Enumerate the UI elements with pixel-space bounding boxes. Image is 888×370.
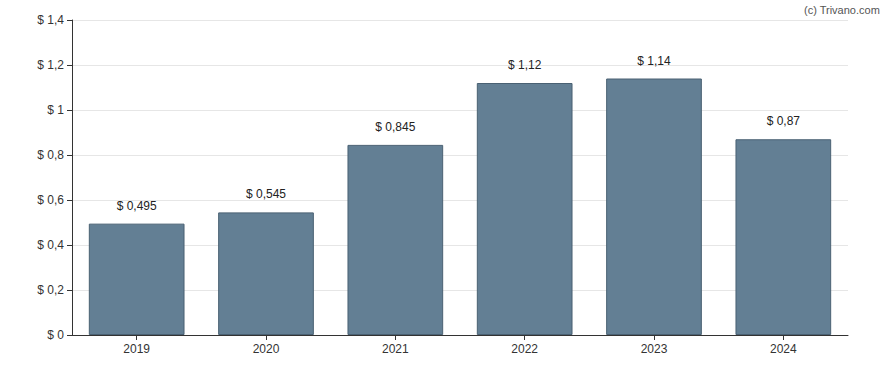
- svg-text:2020: 2020: [253, 342, 280, 356]
- svg-text:2019: 2019: [123, 342, 150, 356]
- svg-text:$ 0,845: $ 0,845: [375, 120, 415, 134]
- svg-text:2023: 2023: [641, 342, 668, 356]
- svg-text:$ 0,6: $ 0,6: [37, 193, 64, 207]
- svg-text:$ 0: $ 0: [47, 328, 64, 342]
- svg-text:$ 0,87: $ 0,87: [767, 114, 801, 128]
- svg-text:(c) Trivano.com: (c) Trivano.com: [804, 4, 880, 16]
- svg-text:$ 0,545: $ 0,545: [246, 187, 286, 201]
- svg-text:$ 1,12: $ 1,12: [508, 58, 542, 72]
- svg-text:$ 1,14: $ 1,14: [637, 54, 671, 68]
- svg-text:2024: 2024: [770, 342, 797, 356]
- svg-text:2022: 2022: [511, 342, 538, 356]
- svg-text:$ 0,495: $ 0,495: [117, 199, 157, 213]
- svg-text:$ 1,4: $ 1,4: [37, 13, 64, 27]
- svg-text:$ 0,8: $ 0,8: [37, 148, 64, 162]
- svg-text:$ 0,2: $ 0,2: [37, 283, 64, 297]
- svg-text:2021: 2021: [382, 342, 409, 356]
- svg-text:$ 1,2: $ 1,2: [37, 58, 64, 72]
- svg-text:$ 1: $ 1: [47, 103, 64, 117]
- svg-text:$ 0,4: $ 0,4: [37, 238, 64, 252]
